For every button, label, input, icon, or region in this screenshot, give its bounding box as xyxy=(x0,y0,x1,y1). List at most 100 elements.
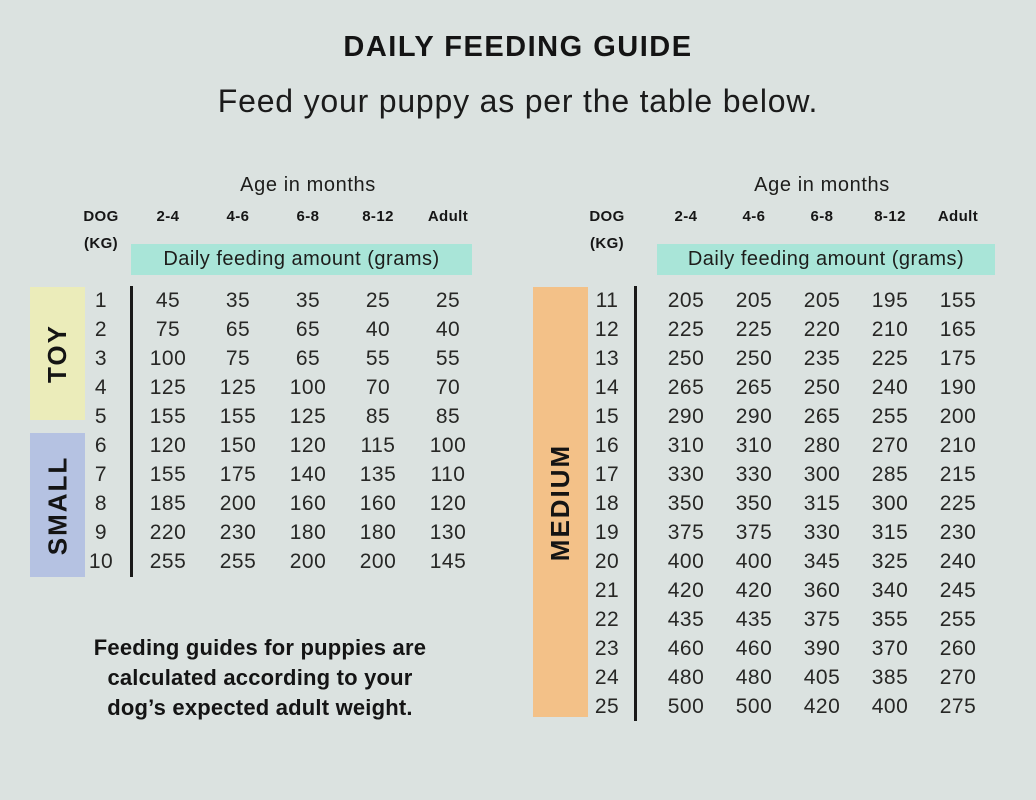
dog-kg-header: DOG xyxy=(589,208,625,225)
amount-cell: 75 xyxy=(155,318,181,341)
amount-cell: 195 xyxy=(871,289,909,312)
kg-cell: 2 xyxy=(94,318,108,341)
amount-banner: Daily feeding amount (grams) xyxy=(131,244,472,275)
dog-kg-header: (KG) xyxy=(83,235,119,252)
amount-cell: 310 xyxy=(735,434,773,457)
age-column-header: 4-6 xyxy=(226,208,250,225)
kg-cell: 25 xyxy=(594,695,620,718)
age-column-header: Adult xyxy=(427,208,469,225)
amount-cell: 275 xyxy=(939,695,977,718)
amount-cell: 25 xyxy=(365,289,391,312)
amount-cell: 290 xyxy=(735,405,773,428)
amount-cell: 250 xyxy=(803,376,841,399)
amount-cell: 85 xyxy=(365,405,391,428)
category-label: MEDIUM xyxy=(545,443,575,561)
kg-cell: 21 xyxy=(594,579,620,602)
amount-cell: 420 xyxy=(667,579,705,602)
amount-cell: 270 xyxy=(871,434,909,457)
amount-cell: 250 xyxy=(667,347,705,370)
amount-cell: 130 xyxy=(429,521,467,544)
amount-cell: 200 xyxy=(289,550,327,573)
age-column-header: 8-12 xyxy=(362,208,394,225)
amount-cell: 200 xyxy=(939,405,977,428)
kg-cell: 5 xyxy=(94,405,108,428)
amount-cell: 220 xyxy=(149,521,187,544)
amount-cell: 230 xyxy=(219,521,257,544)
amount-cell: 165 xyxy=(939,318,977,341)
amount-cell: 315 xyxy=(803,492,841,515)
amount-cell: 180 xyxy=(289,521,327,544)
category-label: SMALL xyxy=(42,455,73,555)
amount-cell: 205 xyxy=(735,289,773,312)
amount-cell: 205 xyxy=(667,289,705,312)
amount-cell: 190 xyxy=(939,376,977,399)
amount-cell: 200 xyxy=(219,492,257,515)
age-in-months-header: Age in months xyxy=(754,174,890,196)
amount-cell: 175 xyxy=(219,463,257,486)
amount-cell: 330 xyxy=(803,521,841,544)
amount-cell: 340 xyxy=(871,579,909,602)
amount-cell: 280 xyxy=(803,434,841,457)
age-in-months-header: Age in months xyxy=(240,174,376,196)
footnote-line: calculated according to your xyxy=(107,665,413,690)
amount-cell: 375 xyxy=(803,608,841,631)
age-column-header: 8-12 xyxy=(874,208,906,225)
amount-cell: 250 xyxy=(735,347,773,370)
amount-cell: 480 xyxy=(735,666,773,689)
amount-cell: 390 xyxy=(803,637,841,660)
amount-cell: 265 xyxy=(735,376,773,399)
amount-cell: 480 xyxy=(667,666,705,689)
amount-cell: 225 xyxy=(939,492,977,515)
amount-cell: 35 xyxy=(225,289,251,312)
amount-cell: 360 xyxy=(803,579,841,602)
amount-cell: 120 xyxy=(149,434,187,457)
amount-cell: 125 xyxy=(219,376,257,399)
kg-cell: 4 xyxy=(94,376,108,399)
amount-cell: 330 xyxy=(735,463,773,486)
page-subtitle: Feed your puppy as per the table below. xyxy=(217,83,819,119)
amount-cell: 235 xyxy=(803,347,841,370)
age-column-header: Adult xyxy=(937,208,979,225)
kg-cell: 22 xyxy=(594,608,620,631)
amount-cell: 315 xyxy=(871,521,909,544)
amount-cell: 155 xyxy=(149,463,187,486)
amount-cell: 265 xyxy=(803,405,841,428)
amount-cell: 155 xyxy=(219,405,257,428)
amount-cell: 420 xyxy=(735,579,773,602)
amount-cell: 255 xyxy=(149,550,187,573)
amount-cell: 70 xyxy=(435,376,461,399)
kg-cell: 15 xyxy=(594,405,620,428)
amount-cell: 420 xyxy=(803,695,841,718)
amount-cell: 145 xyxy=(429,550,467,573)
amount-cell: 255 xyxy=(219,550,257,573)
amount-cell: 245 xyxy=(939,579,977,602)
amount-cell: 200 xyxy=(359,550,397,573)
amount-cell: 185 xyxy=(149,492,187,515)
amount-cell: 355 xyxy=(871,608,909,631)
amount-cell: 240 xyxy=(939,550,977,573)
amount-cell: 160 xyxy=(359,492,397,515)
amount-cell: 100 xyxy=(149,347,187,370)
amount-cell: 215 xyxy=(939,463,977,486)
kg-cell: 19 xyxy=(594,521,620,544)
amount-cell: 85 xyxy=(435,405,461,428)
amount-cell: 135 xyxy=(359,463,397,486)
amount-cell: 115 xyxy=(360,434,396,457)
amount-banner: Daily feeding amount (grams) xyxy=(657,244,995,275)
amount-cell: 140 xyxy=(289,463,327,486)
amount-cell: 120 xyxy=(289,434,327,457)
amount-cell: 500 xyxy=(735,695,773,718)
kg-cell: 11 xyxy=(595,289,619,312)
kg-cell: 1 xyxy=(94,289,108,312)
kg-cell: 16 xyxy=(594,434,620,457)
amount-cell: 310 xyxy=(667,434,705,457)
age-column-header: 2-4 xyxy=(156,208,180,225)
amount-cell: 55 xyxy=(435,347,461,370)
kg-cell: 14 xyxy=(594,376,620,399)
amount-cell: 300 xyxy=(803,463,841,486)
amount-cell: 435 xyxy=(667,608,705,631)
amount-cell: 205 xyxy=(803,289,841,312)
category-label: TOY xyxy=(42,324,73,383)
amount-cell: 35 xyxy=(295,289,321,312)
